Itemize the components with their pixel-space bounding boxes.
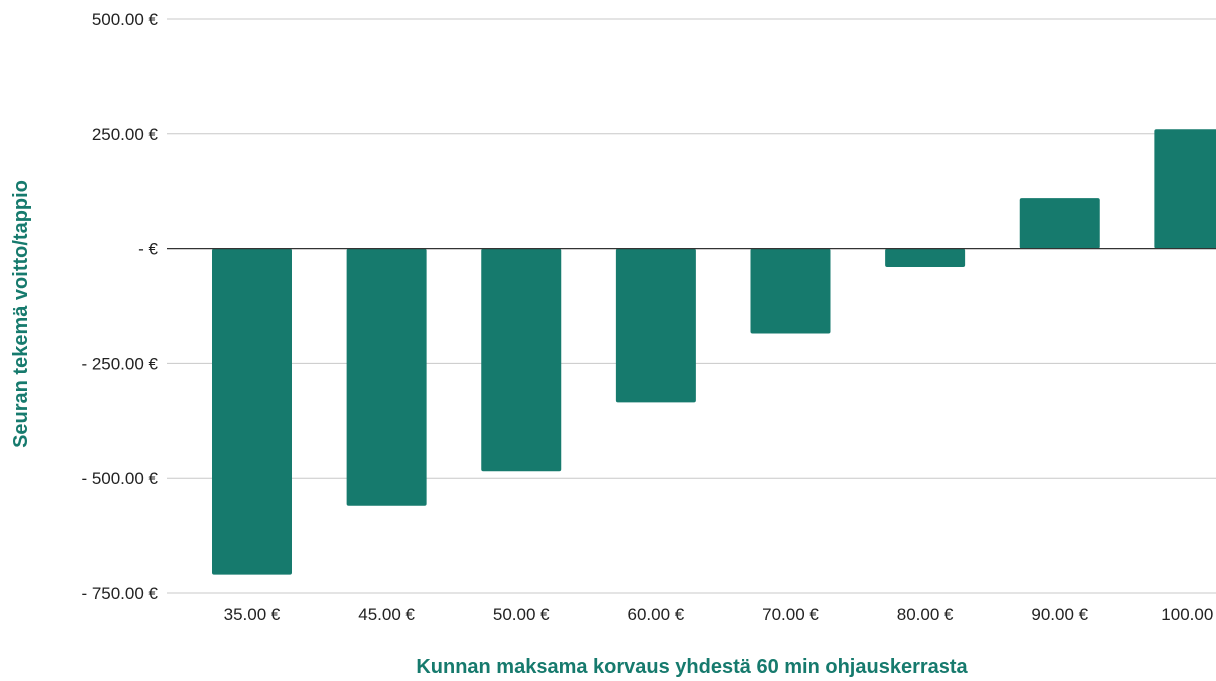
x-tick-labels: 35.00 € 45.00 € 50.00 € 60.00 € 70.00 € 80.00… bbox=[224, 605, 1216, 624]
y-tick-label: - 750.00 € bbox=[81, 584, 158, 603]
x-tick-label: 35.00 € bbox=[224, 605, 281, 624]
bar-7 bbox=[1154, 129, 1216, 249]
x-tick-label: 60.00 € bbox=[628, 605, 685, 624]
y-tick-labels: 500.00 € 250.00 € - € - 250.00 € - 500.00 € -… bbox=[81, 10, 158, 603]
x-tick-label: 45.00 € bbox=[358, 605, 415, 624]
x-tick-label: 70.00 € bbox=[762, 605, 819, 624]
x-axis-title: Kunnan maksama korvaus yhdestä 60 min oh… bbox=[416, 656, 968, 678]
y-tick-label: - 500.00 € bbox=[81, 469, 158, 488]
bar-2 bbox=[481, 248, 562, 472]
bar-4 bbox=[750, 248, 831, 334]
bar-3 bbox=[615, 248, 696, 403]
y-tick-label: - 250.00 € bbox=[81, 354, 158, 373]
bars bbox=[212, 129, 1216, 575]
x-tick-label: 90.00 € bbox=[1031, 605, 1088, 624]
bar-1 bbox=[346, 248, 427, 506]
y-tick-label: 250.00 € bbox=[92, 125, 159, 144]
y-tick-label: - € bbox=[138, 240, 158, 259]
bar-5 bbox=[885, 248, 966, 267]
x-tick-label: 80.00 € bbox=[897, 605, 954, 624]
bar-0 bbox=[212, 248, 292, 575]
y-axis-title: Seuran tekemä voitto/tappio bbox=[10, 180, 32, 448]
x-tick-label: 50.00 € bbox=[493, 605, 550, 624]
y-tick-label: 500.00 € bbox=[92, 10, 159, 29]
x-tick-label: 100.00 € bbox=[1161, 605, 1216, 624]
bar-6 bbox=[1019, 198, 1100, 249]
